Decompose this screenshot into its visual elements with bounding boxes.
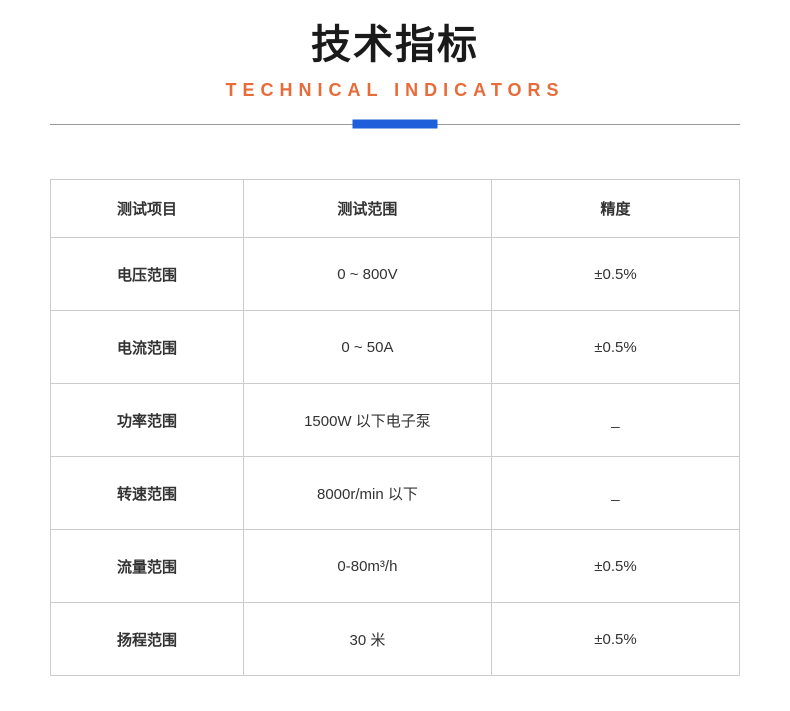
row-precision: ±0.5%	[491, 603, 739, 676]
row-range: 30 米	[243, 603, 491, 676]
table-container: 测试项目 测试范围 精度 电压范围 0 ~ 800V ±0.5% 电流范围 0 …	[50, 179, 740, 676]
title-chinese: 技术指标	[0, 12, 790, 70]
divider-accent	[353, 120, 438, 129]
row-precision: ±0.5%	[491, 238, 739, 311]
row-label: 扬程范围	[51, 603, 244, 676]
header: 技术指标 TECHNICAL INDICATORS	[0, 0, 790, 129]
row-range: 0 ~ 50A	[243, 311, 491, 384]
column-header-range: 测试范围	[243, 180, 491, 238]
row-range: 0 ~ 800V	[243, 238, 491, 311]
divider	[50, 119, 740, 129]
table-row: 流量范围 0-80m³/h ±0.5%	[51, 530, 740, 603]
table-header-row: 测试项目 测试范围 精度	[51, 180, 740, 238]
table-row: 扬程范围 30 米 ±0.5%	[51, 603, 740, 676]
row-precision: ±0.5%	[491, 530, 739, 603]
row-range: 0-80m³/h	[243, 530, 491, 603]
row-range: 8000r/min 以下	[243, 457, 491, 530]
row-precision: _	[491, 384, 739, 457]
row-label: 流量范围	[51, 530, 244, 603]
row-precision: ±0.5%	[491, 311, 739, 384]
column-header-precision: 精度	[491, 180, 739, 238]
table-row: 电压范围 0 ~ 800V ±0.5%	[51, 238, 740, 311]
spec-table: 测试项目 测试范围 精度 电压范围 0 ~ 800V ±0.5% 电流范围 0 …	[50, 179, 740, 676]
row-label: 转速范围	[51, 457, 244, 530]
row-range: 1500W 以下电子泵	[243, 384, 491, 457]
table-row: 电流范围 0 ~ 50A ±0.5%	[51, 311, 740, 384]
row-precision: _	[491, 457, 739, 530]
column-header-item: 测试项目	[51, 180, 244, 238]
title-english: TECHNICAL INDICATORS	[0, 80, 790, 101]
row-label: 电流范围	[51, 311, 244, 384]
table-row: 功率范围 1500W 以下电子泵 _	[51, 384, 740, 457]
row-label: 电压范围	[51, 238, 244, 311]
table-row: 转速范围 8000r/min 以下 _	[51, 457, 740, 530]
row-label: 功率范围	[51, 384, 244, 457]
